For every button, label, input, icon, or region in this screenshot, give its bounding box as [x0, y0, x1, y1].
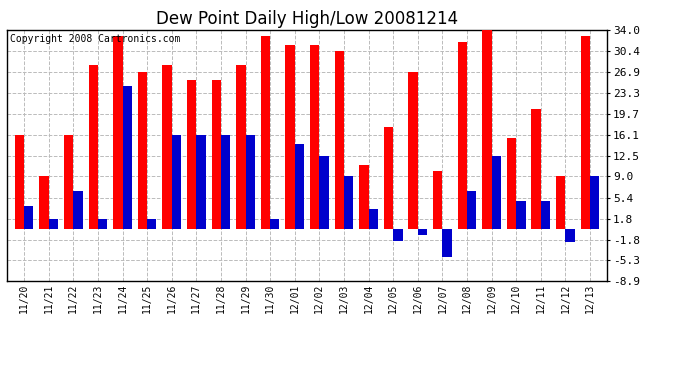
Bar — [335, 51, 344, 229]
Bar — [319, 156, 328, 229]
Bar — [541, 201, 550, 229]
Bar — [580, 36, 590, 229]
Bar — [64, 135, 73, 229]
Bar — [197, 135, 206, 229]
Bar — [14, 135, 24, 229]
Bar — [270, 219, 279, 229]
Bar — [359, 165, 368, 229]
Bar — [393, 229, 402, 241]
Bar — [49, 219, 58, 229]
Text: Copyright 2008 Cartronics.com: Copyright 2008 Cartronics.com — [10, 34, 180, 44]
Bar — [516, 201, 526, 229]
Title: Dew Point Daily High/Low 20081214: Dew Point Daily High/Low 20081214 — [156, 10, 458, 28]
Bar — [246, 135, 255, 229]
Bar — [24, 206, 34, 229]
Bar — [467, 191, 476, 229]
Bar — [384, 127, 393, 229]
Bar — [73, 191, 83, 229]
Bar — [565, 229, 575, 242]
Bar — [531, 109, 541, 229]
Bar — [491, 156, 501, 229]
Bar — [113, 36, 123, 229]
Bar — [482, 30, 491, 229]
Bar — [295, 144, 304, 229]
Bar — [457, 42, 467, 229]
Bar — [98, 219, 107, 229]
Bar — [344, 176, 353, 229]
Bar — [236, 65, 246, 229]
Bar — [147, 219, 157, 229]
Bar — [212, 80, 221, 229]
Bar — [138, 72, 147, 229]
Bar — [123, 86, 132, 229]
Bar — [187, 80, 197, 229]
Bar — [172, 135, 181, 229]
Bar — [442, 229, 452, 256]
Bar — [88, 65, 98, 229]
Bar — [590, 176, 600, 229]
Bar — [261, 36, 270, 229]
Bar — [507, 138, 516, 229]
Bar — [368, 209, 378, 229]
Bar — [162, 65, 172, 229]
Bar — [221, 135, 230, 229]
Bar — [310, 45, 319, 229]
Bar — [433, 171, 442, 229]
Bar — [286, 45, 295, 229]
Bar — [417, 229, 427, 235]
Bar — [39, 176, 49, 229]
Bar — [556, 176, 565, 229]
Bar — [408, 72, 417, 229]
